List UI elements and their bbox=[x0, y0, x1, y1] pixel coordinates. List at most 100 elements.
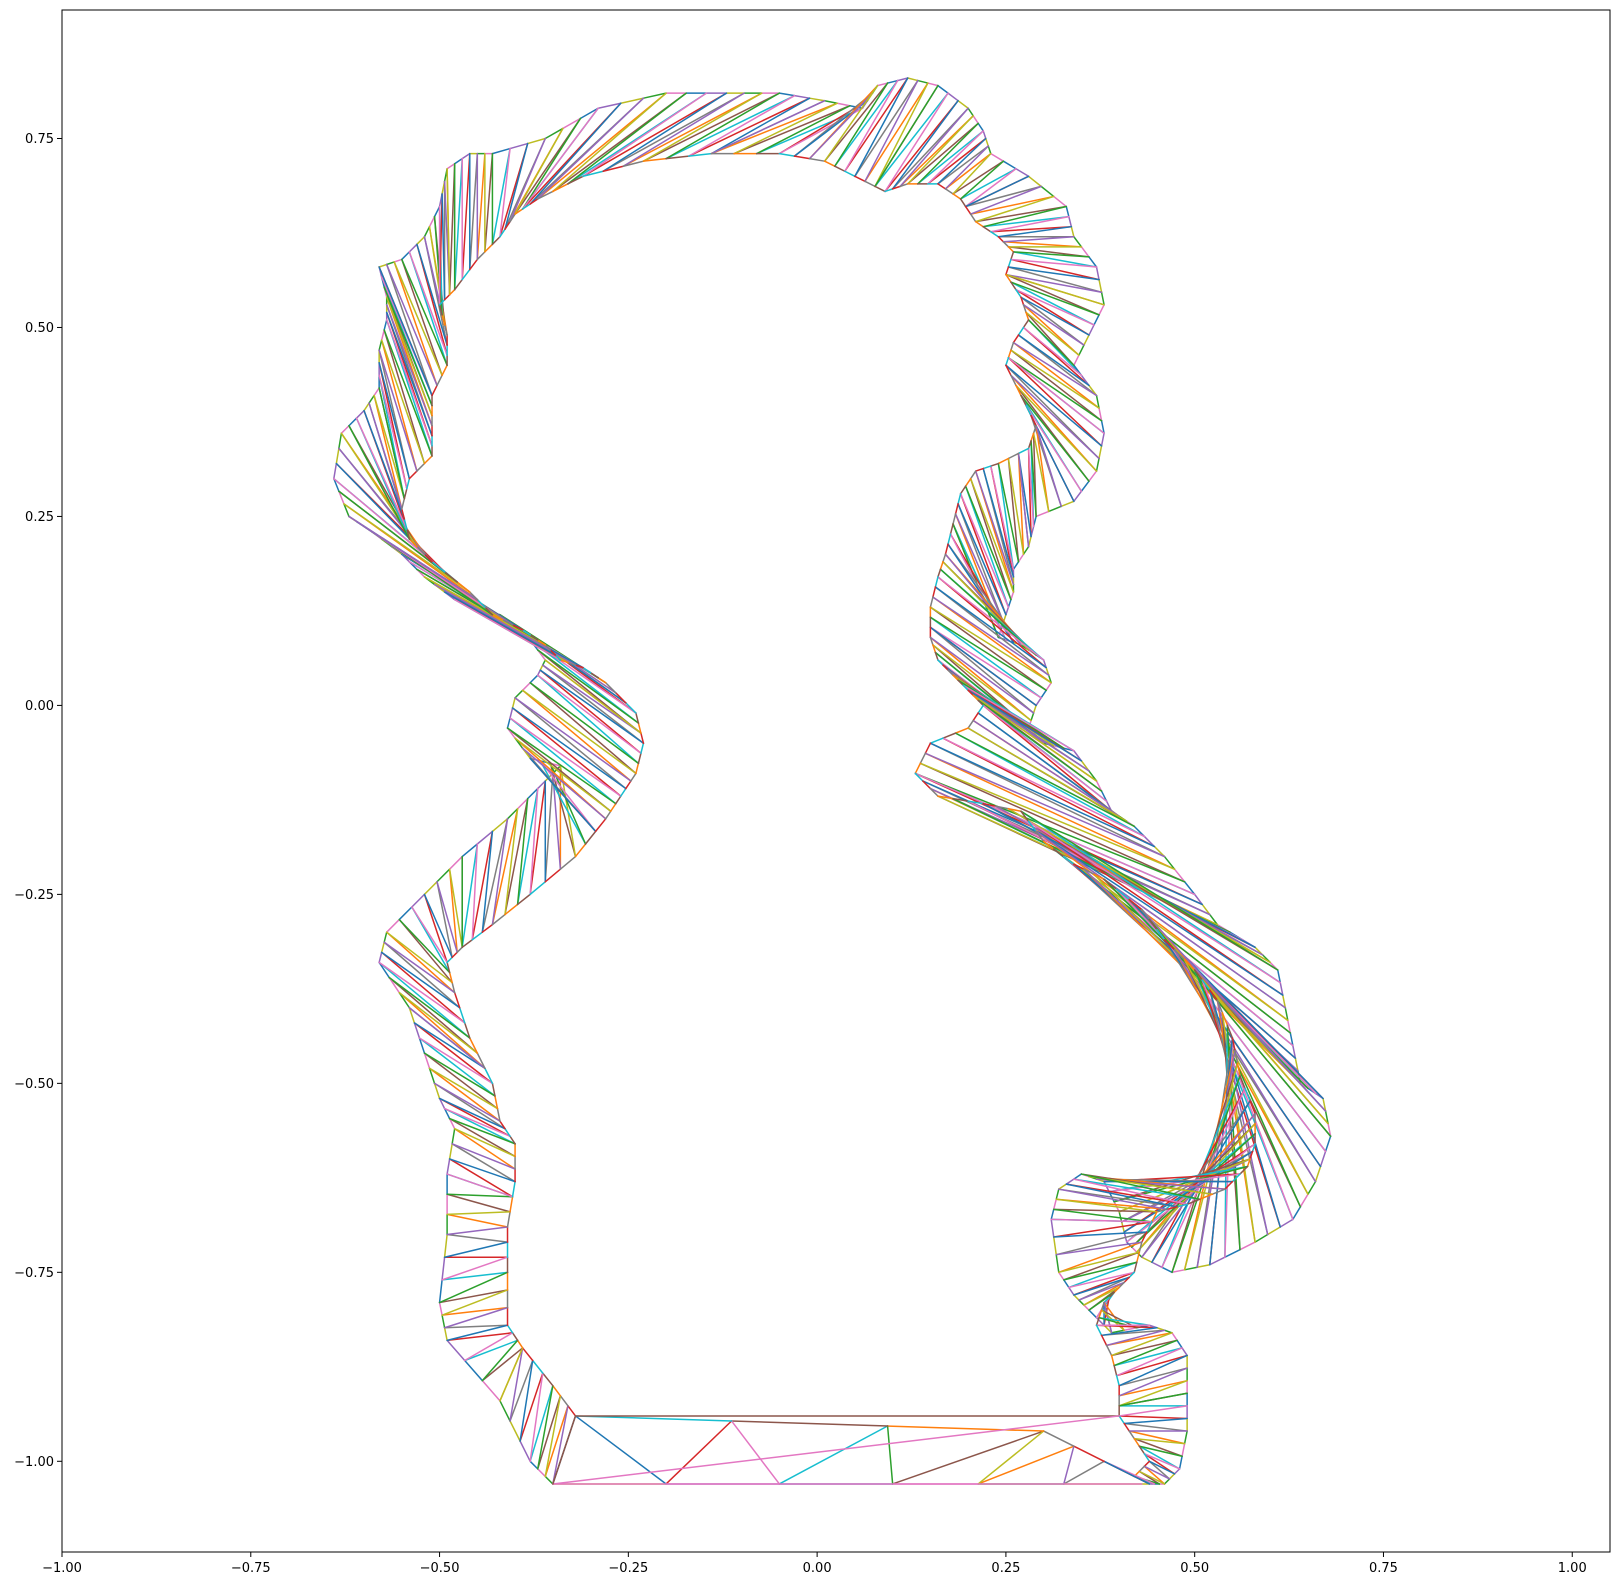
triangulation-edge bbox=[1010, 258, 1098, 268]
triangulation-edge bbox=[665, 94, 796, 160]
triangulation-edge bbox=[929, 626, 1037, 707]
inner-boundary-edge bbox=[939, 561, 944, 571]
triangulation-edge bbox=[383, 329, 426, 465]
inner-boundary-edge bbox=[521, 629, 531, 636]
triangulation-edge bbox=[509, 717, 617, 805]
inner-boundary-edge bbox=[511, 624, 524, 631]
inner-boundary-edge bbox=[582, 666, 592, 674]
triangulation-edge bbox=[755, 105, 851, 155]
triangulation-edge bbox=[443, 1306, 509, 1329]
inner-boundary-edge bbox=[1042, 840, 1055, 850]
triangulation-edge bbox=[504, 807, 519, 916]
triangulation-edge bbox=[1100, 1327, 1158, 1337]
triangulation-edge bbox=[582, 92, 728, 178]
inner-boundary-edge bbox=[833, 165, 846, 172]
x-tick-label: −0.50 bbox=[420, 1561, 460, 1576]
outer-boundary-edge bbox=[506, 717, 511, 729]
outer-boundary-edge bbox=[987, 145, 992, 155]
triangulation-edge bbox=[964, 167, 1017, 208]
triangulation-edge bbox=[448, 868, 458, 954]
inner-boundary-edge bbox=[438, 299, 446, 306]
inner-boundary-edge bbox=[1073, 1445, 1105, 1463]
triangulation-edge bbox=[1143, 1465, 1166, 1485]
inner-boundary-edge bbox=[574, 1415, 733, 1422]
inner-boundary-edge bbox=[1201, 979, 1211, 991]
triangulation-edge bbox=[423, 576, 547, 646]
inner-boundary-edge bbox=[559, 1395, 569, 1407]
inner-boundary-edge bbox=[481, 923, 494, 933]
outer-boundary-edge bbox=[1292, 1044, 1297, 1059]
inner-boundary-edge bbox=[516, 893, 531, 906]
inner-boundary-edge bbox=[544, 868, 562, 883]
triangulation-edge bbox=[997, 462, 1020, 563]
outer-boundary-edge bbox=[1279, 1218, 1294, 1228]
triangulation-edge bbox=[1002, 236, 1075, 243]
outer-boundary-edge bbox=[937, 84, 949, 94]
inner-boundary-edge bbox=[1236, 1062, 1241, 1077]
inner-boundary-edge bbox=[446, 961, 451, 974]
triangulation-edge bbox=[1007, 457, 1025, 555]
triangulation-edge bbox=[1010, 281, 1100, 316]
outer-boundary-edge bbox=[509, 707, 514, 719]
inner-boundary-edge bbox=[625, 702, 637, 714]
inner-boundary-edge bbox=[637, 722, 642, 734]
triangulation-edge bbox=[514, 697, 632, 782]
outer-boundary-edge bbox=[1078, 344, 1085, 356]
outer-boundary-edge bbox=[1224, 1248, 1241, 1258]
inner-boundary-edge bbox=[990, 230, 1000, 238]
outer-boundary-edge bbox=[1095, 266, 1100, 281]
triangulation-edge bbox=[368, 402, 403, 510]
triangulation-edge bbox=[944, 152, 992, 190]
inner-boundary-edge bbox=[536, 639, 547, 646]
triangulation-edge bbox=[408, 251, 448, 356]
outer-boundary-edge bbox=[1153, 845, 1166, 858]
triangulation-edge bbox=[448, 162, 456, 296]
inner-boundary-edge bbox=[1007, 349, 1012, 359]
inner-boundary-edge bbox=[441, 314, 446, 326]
triangulation-edge bbox=[1133, 1437, 1186, 1445]
inner-boundary-edge bbox=[423, 455, 433, 465]
outer-boundary-edge bbox=[1095, 1316, 1105, 1326]
triangulation-edge bbox=[929, 606, 1047, 692]
triangulation-edge bbox=[443, 591, 557, 656]
inner-boundary-edge bbox=[1005, 364, 1012, 377]
inner-boundary-edge bbox=[559, 659, 569, 664]
triangulation-edge bbox=[954, 732, 1136, 828]
outer-boundary-edge bbox=[1163, 1478, 1171, 1485]
inner-boundary-edge bbox=[529, 198, 539, 205]
inner-boundary-edge bbox=[597, 676, 607, 684]
triangulation-edge bbox=[363, 409, 406, 520]
triangulation-edge bbox=[959, 167, 1017, 200]
outer-boundary-edge bbox=[1239, 1241, 1256, 1251]
outer-boundary-edge bbox=[1093, 314, 1100, 326]
outer-boundary-edge bbox=[1042, 659, 1047, 669]
outer-boundary-edge bbox=[1073, 750, 1083, 762]
triangulation-edge bbox=[1010, 349, 1103, 422]
outer-boundary-edge bbox=[1035, 510, 1050, 518]
inner-boundary-edge bbox=[453, 278, 463, 291]
triangulation-edge bbox=[343, 503, 471, 593]
inner-boundary-edge bbox=[1063, 855, 1075, 865]
inner-boundary-edge bbox=[1115, 888, 1130, 901]
triangulation-edge bbox=[1078, 1281, 1125, 1301]
triangulation-edge bbox=[519, 1359, 534, 1442]
outer-boundary-edge bbox=[1073, 490, 1083, 503]
outer-boundary-edge bbox=[562, 117, 582, 130]
triangulation-edge bbox=[864, 79, 919, 183]
y-tick-label: −1.00 bbox=[14, 1455, 54, 1470]
inner-boundary-edge bbox=[974, 220, 984, 228]
outer-boundary-edge bbox=[1052, 195, 1068, 208]
triangulation-edge bbox=[1010, 349, 1100, 409]
inner-boundary-edge bbox=[884, 188, 894, 193]
triangulation-edge bbox=[1007, 266, 1100, 281]
inner-boundary-edge bbox=[969, 470, 977, 480]
triangulation-edge bbox=[383, 941, 456, 994]
triangulation-edge bbox=[1030, 440, 1037, 518]
triangulation-edge bbox=[491, 807, 519, 926]
inner-boundary-edge bbox=[511, 1332, 519, 1342]
inner-boundary-edge bbox=[1095, 1324, 1103, 1337]
triangulation-edge bbox=[441, 1271, 509, 1281]
triangulation-edge bbox=[1025, 311, 1080, 356]
inner-boundary-edge bbox=[922, 780, 932, 790]
